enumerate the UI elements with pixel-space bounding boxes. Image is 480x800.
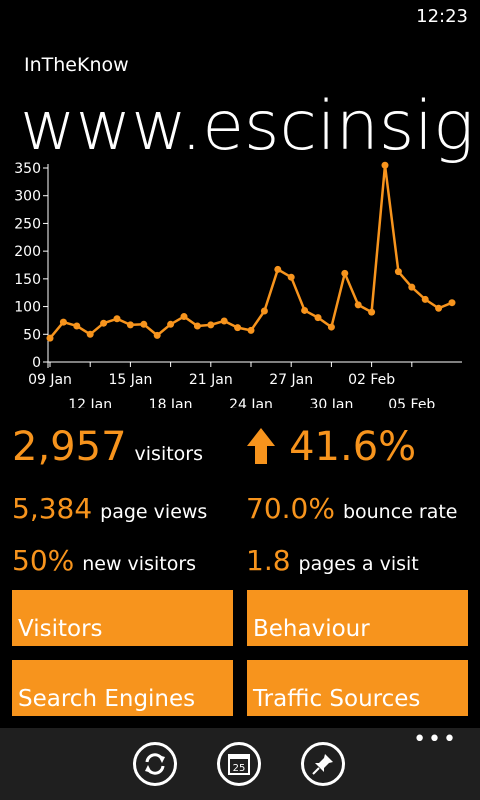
data-point — [381, 161, 389, 169]
data-point — [435, 304, 443, 312]
y-tick-label: 100 — [14, 300, 41, 316]
x-tick-label: 30 Jan — [309, 397, 353, 408]
data-point — [126, 321, 134, 329]
x-tick-label: 24 Jan — [229, 397, 273, 408]
data-point — [327, 323, 335, 331]
visitors-stat: 2,957 visitors — [12, 424, 203, 470]
data-point — [341, 269, 349, 277]
x-tick-label: 15 Jan — [108, 372, 152, 388]
y-tick-label: 50 — [23, 327, 41, 343]
refresh-button[interactable] — [133, 742, 177, 786]
page-views-label: page views — [100, 501, 208, 523]
data-point — [73, 322, 81, 330]
visitors-chart: 0 50 100 150 200 250 300 350 09 Jan 12 Jan 15 Jan 1… — [14, 161, 462, 408]
x-tick-label: 05 Feb — [388, 397, 435, 408]
data-point — [100, 319, 108, 327]
data-point — [59, 318, 67, 326]
bounce-value: 70.0% — [246, 492, 335, 525]
data-point — [153, 331, 161, 339]
x-tick-label: 27 Jan — [269, 372, 313, 388]
new-visitors-stat: 50% new visitors — [12, 544, 196, 577]
page-title: www.escinsight — [20, 90, 480, 164]
visitors-series-line — [49, 163, 453, 339]
data-point — [301, 306, 309, 314]
y-tick-label: 300 — [14, 189, 41, 205]
data-point — [46, 334, 54, 342]
data-point — [394, 268, 402, 276]
data-point — [140, 320, 148, 328]
data-point — [167, 320, 175, 328]
app-name: InTheKnow — [24, 54, 129, 76]
pages-visit-stat: 1.8 pages a visit — [246, 544, 419, 577]
x-tick-label: 02 Feb — [348, 372, 395, 388]
calendar-button[interactable]: 25 — [217, 742, 261, 786]
change-value: 41.6% — [289, 424, 417, 470]
pages-visit-value: 1.8 — [246, 544, 291, 577]
x-tick-label: 12 Jan — [68, 397, 112, 408]
data-point — [314, 314, 322, 322]
calendar-day: 25 — [233, 763, 246, 774]
calendar-icon: 25 — [228, 754, 250, 775]
page-views-value: 5,384 — [12, 492, 93, 525]
data-point — [448, 299, 456, 307]
app-bar: 25 ••• — [0, 728, 480, 800]
data-point — [220, 317, 228, 325]
x-tick-label: 21 Jan — [189, 372, 233, 388]
data-point — [354, 301, 362, 309]
data-point — [193, 322, 201, 330]
x-tick-label: 18 Jan — [149, 397, 193, 408]
visitors-value: 2,957 — [12, 424, 127, 470]
data-point — [234, 324, 242, 332]
new-visitors-value: 50% — [12, 544, 75, 577]
change-stat: 41.6% — [246, 424, 416, 470]
pages-visit-label: pages a visit — [298, 553, 419, 575]
data-point — [408, 283, 416, 291]
page-views-stat: 5,384 page views — [12, 492, 207, 525]
data-point — [260, 307, 268, 315]
new-visitors-label: new visitors — [82, 553, 197, 575]
data-point — [207, 321, 215, 329]
pin-icon — [312, 754, 333, 775]
visitors-tile[interactable]: Visitors — [12, 590, 233, 646]
refresh-icon — [145, 753, 165, 775]
y-tick-label: 350 — [14, 161, 41, 177]
bounce-label: bounce rate — [342, 501, 458, 523]
data-point — [368, 308, 376, 316]
y-tick-label: 250 — [14, 216, 41, 232]
data-point — [113, 315, 121, 323]
x-tick-label: 09 Jan — [28, 372, 72, 388]
more-menu-button[interactable]: ••• — [413, 727, 458, 752]
y-tick-label: 0 — [32, 355, 41, 371]
visitors-label: visitors — [134, 443, 204, 465]
status-time: 12:23 — [416, 6, 468, 27]
traffic-sources-tile[interactable]: Traffic Sources — [247, 660, 468, 716]
y-tick-label: 150 — [14, 272, 41, 288]
bounce-stat: 70.0% bounce rate — [246, 492, 458, 525]
pin-button[interactable] — [301, 742, 345, 786]
data-point — [287, 273, 295, 281]
data-point — [421, 295, 429, 303]
arrow-up-icon — [247, 428, 275, 464]
behaviour-tile[interactable]: Behaviour — [247, 590, 468, 646]
data-point — [180, 313, 188, 321]
y-tick-label: 200 — [14, 244, 41, 260]
data-point — [247, 326, 255, 334]
search-engines-tile[interactable]: Search Engines — [12, 660, 233, 716]
data-point — [274, 265, 282, 273]
data-point — [86, 330, 94, 338]
